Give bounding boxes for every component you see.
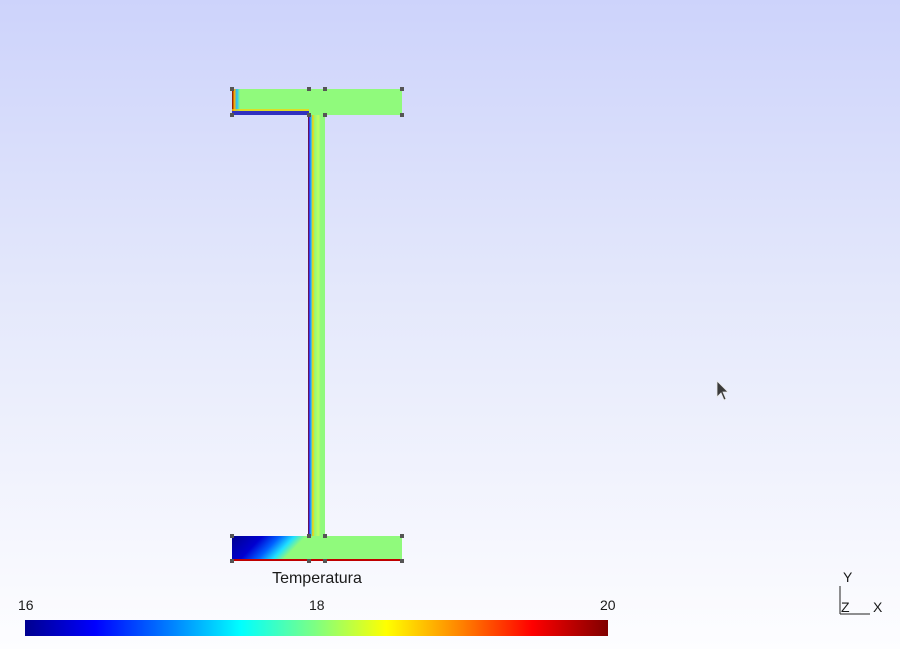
web xyxy=(308,115,325,536)
node-marker xyxy=(230,87,234,91)
scalar-bar-colormap xyxy=(25,620,608,636)
node-marker xyxy=(307,87,311,91)
node-marker xyxy=(323,559,327,563)
node-marker xyxy=(323,87,327,91)
scalar-bar-min-label: 16 xyxy=(18,597,34,613)
node-marker xyxy=(230,534,234,538)
bottom-flange-cold-zone xyxy=(232,536,312,561)
top-flange-underside xyxy=(232,111,309,115)
node-marker xyxy=(230,559,234,563)
node-marker xyxy=(400,534,404,538)
node-marker xyxy=(307,559,311,563)
node-markers xyxy=(230,87,404,563)
node-marker xyxy=(230,113,234,117)
mouse-cursor-icon xyxy=(716,380,729,401)
scalar-bar-max-label: 20 xyxy=(600,597,616,613)
orientation-axes: Y Z X xyxy=(830,568,890,620)
top-flange-hot-edge xyxy=(232,89,240,115)
node-marker xyxy=(323,534,327,538)
node-marker xyxy=(307,534,311,538)
bottom-flange-hot-edge xyxy=(232,559,402,561)
scalar-bar-title: Temperatura xyxy=(272,570,362,587)
axis-y-label: Y xyxy=(843,569,853,585)
axis-z-label: Z xyxy=(841,599,850,615)
node-marker xyxy=(400,113,404,117)
top-flange-underside-warm xyxy=(232,109,309,111)
node-marker xyxy=(400,87,404,91)
scalar-bar-mid-label: 18 xyxy=(309,597,325,613)
node-marker xyxy=(323,113,327,117)
axis-x-label: X xyxy=(873,599,883,615)
node-marker xyxy=(307,113,311,117)
axes-lines xyxy=(839,586,870,615)
node-marker xyxy=(400,559,404,563)
